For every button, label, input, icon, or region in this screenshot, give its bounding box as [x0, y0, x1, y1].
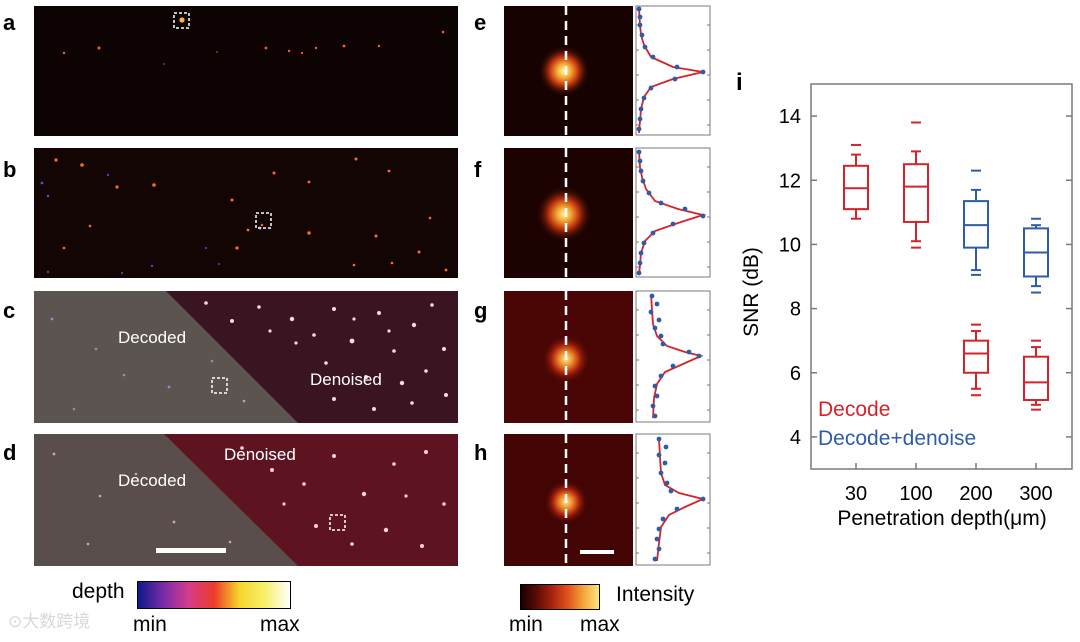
box-decode-denoise-200 [963, 169, 989, 276]
roi-box [255, 212, 272, 229]
y-tick-label: 10 [779, 234, 801, 256]
depth-bar-min: min [133, 613, 167, 636]
watermark: ⊙大数跨境 [8, 612, 91, 631]
box-series [843, 121, 1049, 411]
box-decode-denoise-300 [1023, 217, 1049, 294]
y-tick-label: 6 [790, 363, 801, 385]
intensity-bar-min: min [509, 613, 543, 636]
x-axis-label: Penetration depth(μm) [837, 507, 1046, 530]
box-iqr [903, 163, 929, 223]
depth-bar-max: max [260, 613, 300, 636]
denoised-label: Denoised [310, 370, 382, 389]
roi-box [173, 12, 190, 29]
decoded-label: Decoded [118, 471, 187, 490]
panel-label-g: g [474, 298, 488, 323]
x-tick-label: 200 [959, 483, 992, 505]
legend-decode-denoise: Decode+denoise [818, 427, 976, 450]
panel-c-image: Decoded Denoised [34, 291, 458, 423]
x-tick-label: 30 [845, 483, 867, 505]
panel-e-crop [504, 6, 633, 136]
box-iqr [1023, 355, 1049, 402]
y-axis-label: SNR (dB) [740, 247, 763, 337]
panel-label-d: d [3, 440, 17, 465]
profile-plot-h [635, 433, 711, 566]
x-tick-label: 300 [1019, 483, 1052, 505]
scale-bar [580, 550, 614, 554]
box-iqr [963, 339, 989, 374]
panel-label-f: f [474, 157, 482, 182]
panel-d-image: Decoded Denoised [34, 434, 458, 566]
y-tick-label: 12 [779, 170, 801, 192]
box-decode-30 [843, 143, 869, 220]
panel-b-image [34, 148, 458, 278]
intensity-bar-title: Intensity [616, 583, 695, 606]
panel-h-crop [504, 434, 633, 566]
y-tick-label: 8 [790, 299, 801, 321]
box-decode-300 [1023, 339, 1049, 411]
depth-bar-title: depth [72, 580, 125, 603]
scale-bar [156, 548, 226, 553]
decoded-label: Decoded [118, 328, 187, 347]
panel-label-b: b [3, 157, 17, 182]
axes-frame [810, 83, 1073, 470]
particle-dots-decoded [50, 317, 246, 411]
x-axis-ticks: 30 100 200 300 [845, 463, 1053, 505]
intensity-colorbar [520, 584, 600, 610]
box-decode-100 [903, 121, 929, 249]
panel-label-c: c [3, 298, 16, 323]
particle-dots [40, 157, 448, 275]
y-axis-ticks: 4 6 8 10 12 14 [779, 106, 1072, 449]
y-tick-label: 4 [790, 427, 801, 449]
panel-label-a: a [3, 10, 16, 35]
particle-dots-denoised [240, 446, 446, 548]
roi-box [211, 377, 228, 394]
panel-f-crop [504, 148, 633, 278]
particle-dots-denoised [204, 301, 448, 411]
y-tick-label: 14 [779, 106, 801, 128]
panel-label-e: e [474, 10, 487, 35]
snr-box-chart: 4 6 8 10 12 14 30 100 200 300 SNR (dB) Penetrati… [740, 83, 1073, 530]
profile-plot-g [635, 290, 711, 423]
legend-decode: Decode [818, 398, 890, 421]
panel-a-image [34, 6, 458, 136]
depth-colorbar [137, 581, 291, 609]
intensity-bar-max: max [580, 613, 620, 636]
box-decode-200 [963, 323, 989, 397]
panel-g-crop [504, 291, 633, 423]
denoised-label: Denoised [224, 445, 296, 464]
panel-label-h: h [474, 440, 488, 465]
profile-plot-f [635, 147, 711, 278]
particle-dots-decoded [52, 452, 232, 546]
roi-box [329, 514, 346, 531]
particle-dots [62, 17, 445, 65]
watermark-logo-icon: ⊙ [8, 612, 23, 631]
panel-label-i: i [736, 69, 743, 96]
x-tick-label: 100 [899, 483, 932, 505]
profile-plot-e [635, 5, 711, 136]
